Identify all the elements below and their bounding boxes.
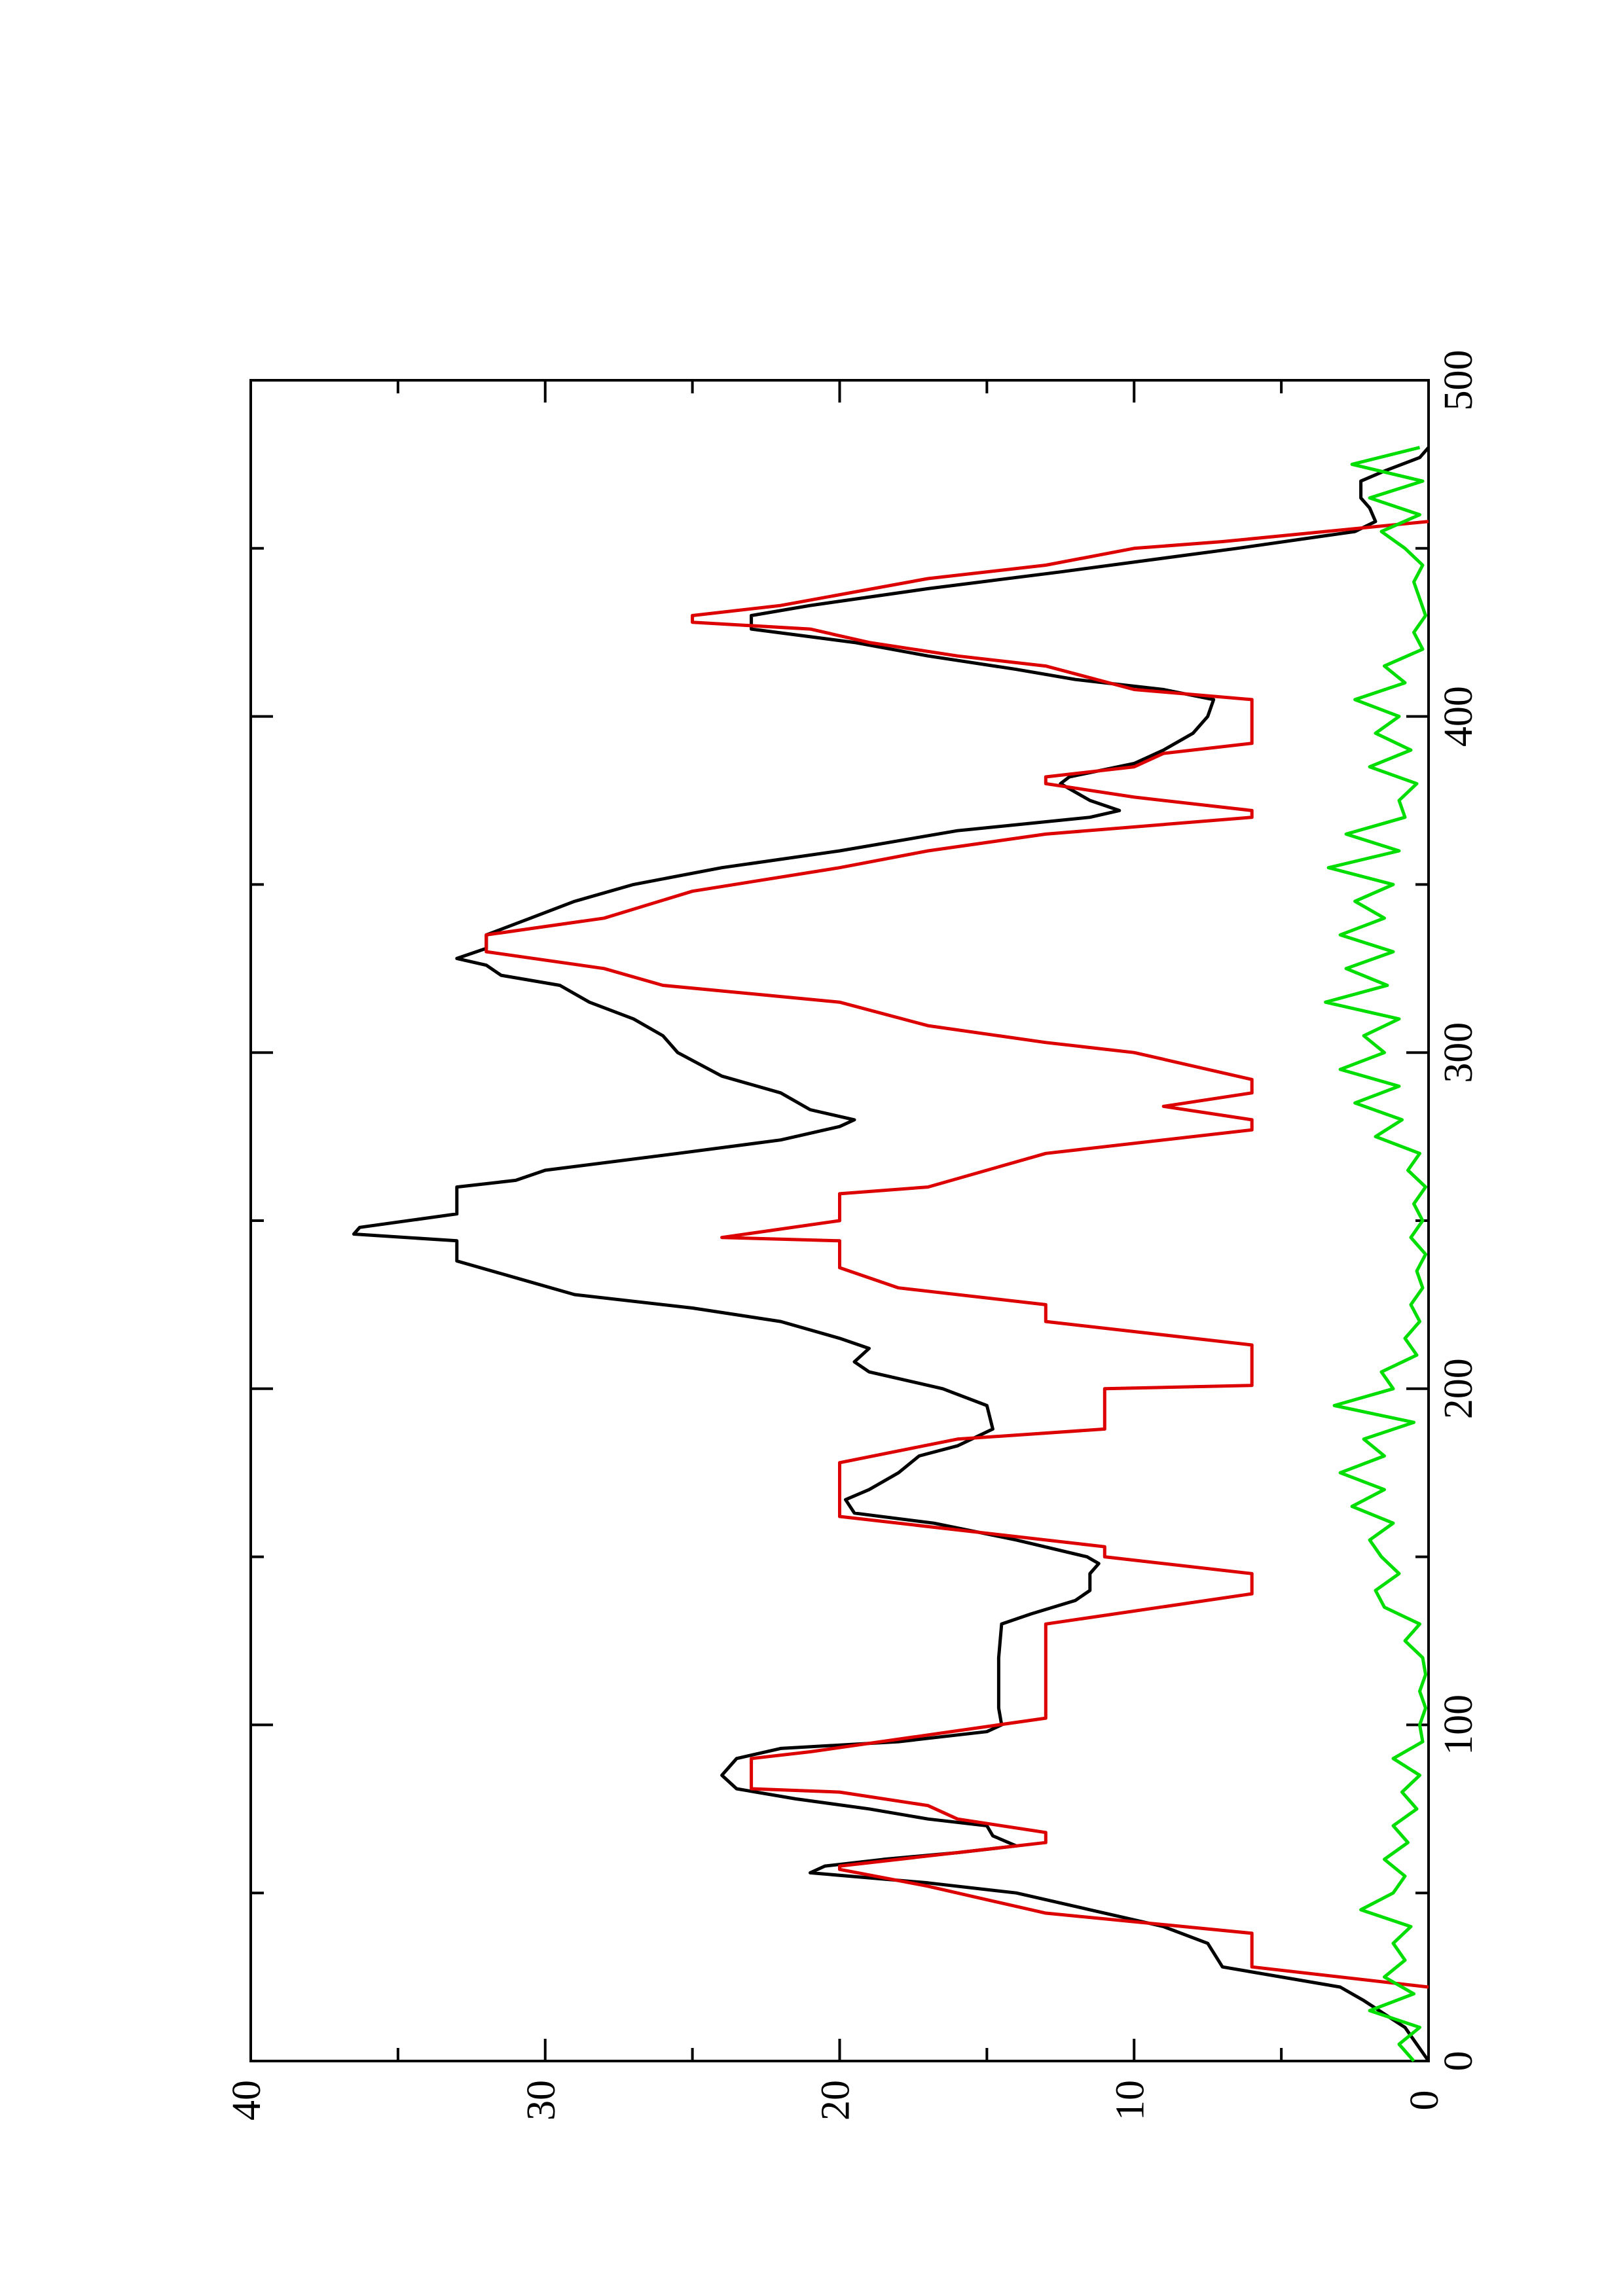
y-tick-label: 40 (225, 2080, 269, 2121)
x-tick-label: 200 (1436, 1358, 1481, 1419)
x-tick-label: 400 (1436, 686, 1481, 747)
x-tick-label: 300 (1436, 1022, 1481, 1083)
y-tick-label: 20 (814, 2080, 858, 2121)
series-line (484, 520, 1429, 1989)
y-tick-label: 30 (519, 2080, 564, 2121)
series-line (352, 446, 1431, 2062)
x-tick-label: 0 (1436, 2051, 1481, 2072)
y-tick-label: 10 (1108, 2080, 1152, 2121)
series-line (1324, 446, 1427, 2062)
y-tick-label: 0 (1402, 2090, 1447, 2111)
x-tick-label: 500 (1436, 350, 1481, 411)
x-tick-label: 100 (1436, 1695, 1481, 1755)
